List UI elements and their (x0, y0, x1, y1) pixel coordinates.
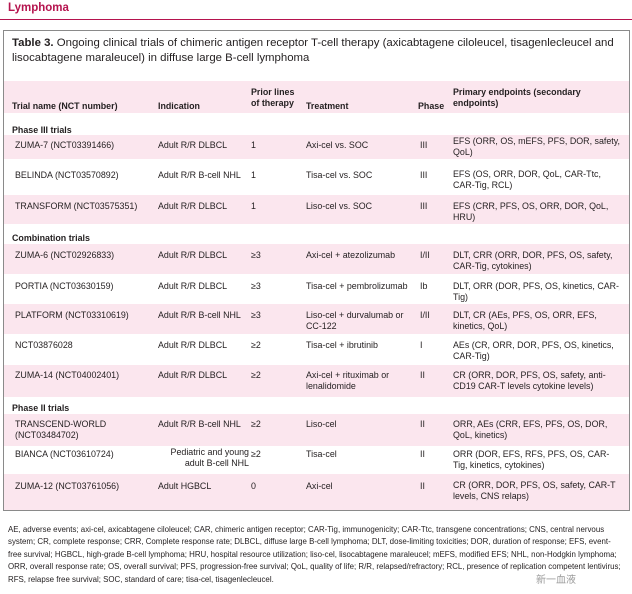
cell-indication: Adult R/R DLBCL (158, 340, 228, 350)
cell-prior-lines: ≥2 (251, 419, 261, 429)
cell-prior-lines: 1 (251, 170, 256, 180)
header-trial: Trial name (NCT number) (12, 101, 118, 111)
cell-phase: II (420, 481, 425, 491)
table-footnote: AE, adverse events; axi-cel, axicabtagen… (8, 525, 621, 584)
cell-trial: TRANSCEND-WORLD (NCT03484702) (15, 419, 107, 440)
cell-phase: III (420, 140, 428, 150)
table-caption: Table 3. Ongoing clinical trials of chim… (12, 36, 624, 66)
cell-phase: II (420, 449, 425, 459)
cell-indication: Adult R/R DLBCL (158, 370, 228, 380)
header-indication: Indication (158, 101, 200, 111)
cell-indication: Adult HGBCL (158, 481, 212, 491)
cell-endpoints: EFS (CRR, PFS, OS, ORR, DOR, QoL, HRU) (453, 201, 609, 222)
cell-trial: BIANCA (NCT03610724) (15, 449, 114, 459)
cell-indication: Pediatric and young adult B-cell NHL (170, 447, 249, 468)
cell-indication: Adult R/R DLBCL (158, 201, 228, 211)
cell-treatment: Axi-cel (306, 481, 333, 491)
section-title-phase-iii: Phase III trials (12, 125, 72, 135)
cell-trial: TRANSFORM (NCT03575351) (15, 201, 138, 211)
header-primary-endpoints: Primary endpoints (secondary endpoints) (453, 87, 581, 108)
cell-treatment: Liso-cel (306, 419, 337, 429)
cell-prior-lines: ≥3 (251, 281, 261, 291)
cell-treatment: Liso-cel vs. SOC (306, 201, 373, 211)
cell-treatment: Tisa-cel + ibrutinib (306, 340, 378, 350)
cell-treatment: Tisa-cel vs. SOC (306, 170, 373, 180)
cell-phase: II (420, 419, 425, 429)
cell-phase: Ib (420, 281, 428, 291)
cell-prior-lines: ≥3 (251, 250, 261, 260)
table-container: Table 3. Ongoing clinical trials of chim… (3, 30, 630, 511)
cell-prior-lines: ≥2 (251, 370, 261, 380)
cell-endpoints: DLT, CR (AEs, PFS, OS, ORR, EFS, kinetic… (453, 310, 597, 331)
cell-endpoints: DLT, ORR (DOR, PFS, OS, kinetics, CAR-Ti… (453, 281, 620, 302)
cell-trial: BELINDA (NCT03570892) (15, 170, 119, 180)
table-caption-text: Ongoing clinical trials of chimeric anti… (12, 37, 614, 64)
cell-phase: II (420, 370, 425, 380)
cell-prior-lines: 0 (251, 481, 256, 491)
cell-prior-lines: 1 (251, 140, 256, 150)
cell-trial: ZUMA-12 (NCT03761056) (15, 481, 120, 491)
table-row-bg (4, 135, 629, 159)
cell-treatment: Axi-cel + rituximab or lenalidomide (306, 370, 390, 391)
cell-indication: Adult R/R B-cell NHL (158, 170, 241, 180)
cell-treatment: Tisa-cel + pembrolizumab (306, 281, 408, 291)
cell-phase: III (420, 201, 428, 211)
cell-indication: Adult R/R DLBCL (158, 281, 228, 291)
table-row-bg (4, 244, 629, 274)
cell-indication: Adult R/R DLBCL (158, 140, 228, 150)
cell-indication: Adult R/R B-cell NHL (158, 419, 241, 429)
header-prior-lines: Prior lines of therapy (251, 87, 295, 108)
header-phase: Phase (418, 101, 445, 111)
cell-trial: ZUMA-14 (NCT04002401) (15, 370, 120, 380)
section-title-combination: Combination trials (12, 233, 90, 243)
cell-trial: ZUMA-7 (NCT03391466) (15, 140, 115, 150)
cell-endpoints: DLT, CRR (ORR, DOR, PFS, OS, safety, CAR… (453, 250, 613, 271)
cell-prior-lines: ≥3 (251, 310, 261, 320)
cell-treatment: Liso-cel + durvalumab or CC-122 (306, 310, 404, 331)
cell-phase: I (420, 340, 423, 350)
cell-indication: Adult R/R B-cell NHL (158, 310, 241, 320)
cell-prior-lines: ≥2 (251, 340, 261, 350)
cell-prior-lines: 1 (251, 201, 256, 211)
cell-trial: PORTIA (NCT03630159) (15, 281, 114, 291)
table-row-bg (4, 195, 629, 224)
table-row-bg (4, 474, 629, 510)
cell-phase: III (420, 170, 428, 180)
cell-prior-lines: ≥2 (251, 449, 261, 459)
cell-treatment: Axi-cel + atezolizumab (306, 250, 396, 260)
cell-endpoints: AEs (CR, ORR, DOR, PFS, OS, kinetics, CA… (453, 340, 614, 361)
cell-treatment: Tisa-cel (306, 449, 337, 459)
table-header-row (4, 81, 629, 113)
table-row-bg (4, 414, 629, 446)
header-rule (0, 19, 632, 20)
cell-phase: I/II (420, 250, 430, 260)
watermark: 新一血液 (536, 575, 576, 586)
journal-section-label: Lymphoma (8, 2, 69, 14)
cell-endpoints: CR (ORR, DOR, PFS, OS, safety, anti-CD19… (453, 370, 606, 391)
cell-treatment: Axi-cel vs. SOC (306, 140, 369, 150)
cell-trial: NCT03876028 (15, 340, 73, 350)
cell-trial: ZUMA-6 (NCT02926833) (15, 250, 115, 260)
cell-endpoints: EFS (OS, ORR, DOR, QoL, CAR-Ttc, CAR-Tig… (453, 169, 601, 190)
cell-endpoints: ORR (DOR, EFS, RFS, PFS, OS, CAR-Tig, ki… (453, 449, 610, 470)
header-treatment: Treatment (306, 101, 349, 111)
cell-endpoints: CR (ORR, DOR, PFS, OS, safety, CAR-T lev… (453, 480, 616, 501)
table-row-bg (4, 304, 629, 334)
cell-endpoints: ORR, AEs (CRR, EFS, PFS, OS, DOR, QoL, k… (453, 419, 608, 440)
cell-phase: I/II (420, 310, 430, 320)
cell-trial: PLATFORM (NCT03310619) (15, 310, 129, 320)
section-title-phase-ii: Phase II trials (12, 403, 70, 413)
table-row-bg (4, 365, 629, 397)
table-label: Table 3. (12, 37, 54, 49)
cell-indication: Adult R/R DLBCL (158, 250, 228, 260)
cell-endpoints: EFS (ORR, OS, mEFS, PFS, DOR, safety, Qo… (453, 136, 621, 157)
